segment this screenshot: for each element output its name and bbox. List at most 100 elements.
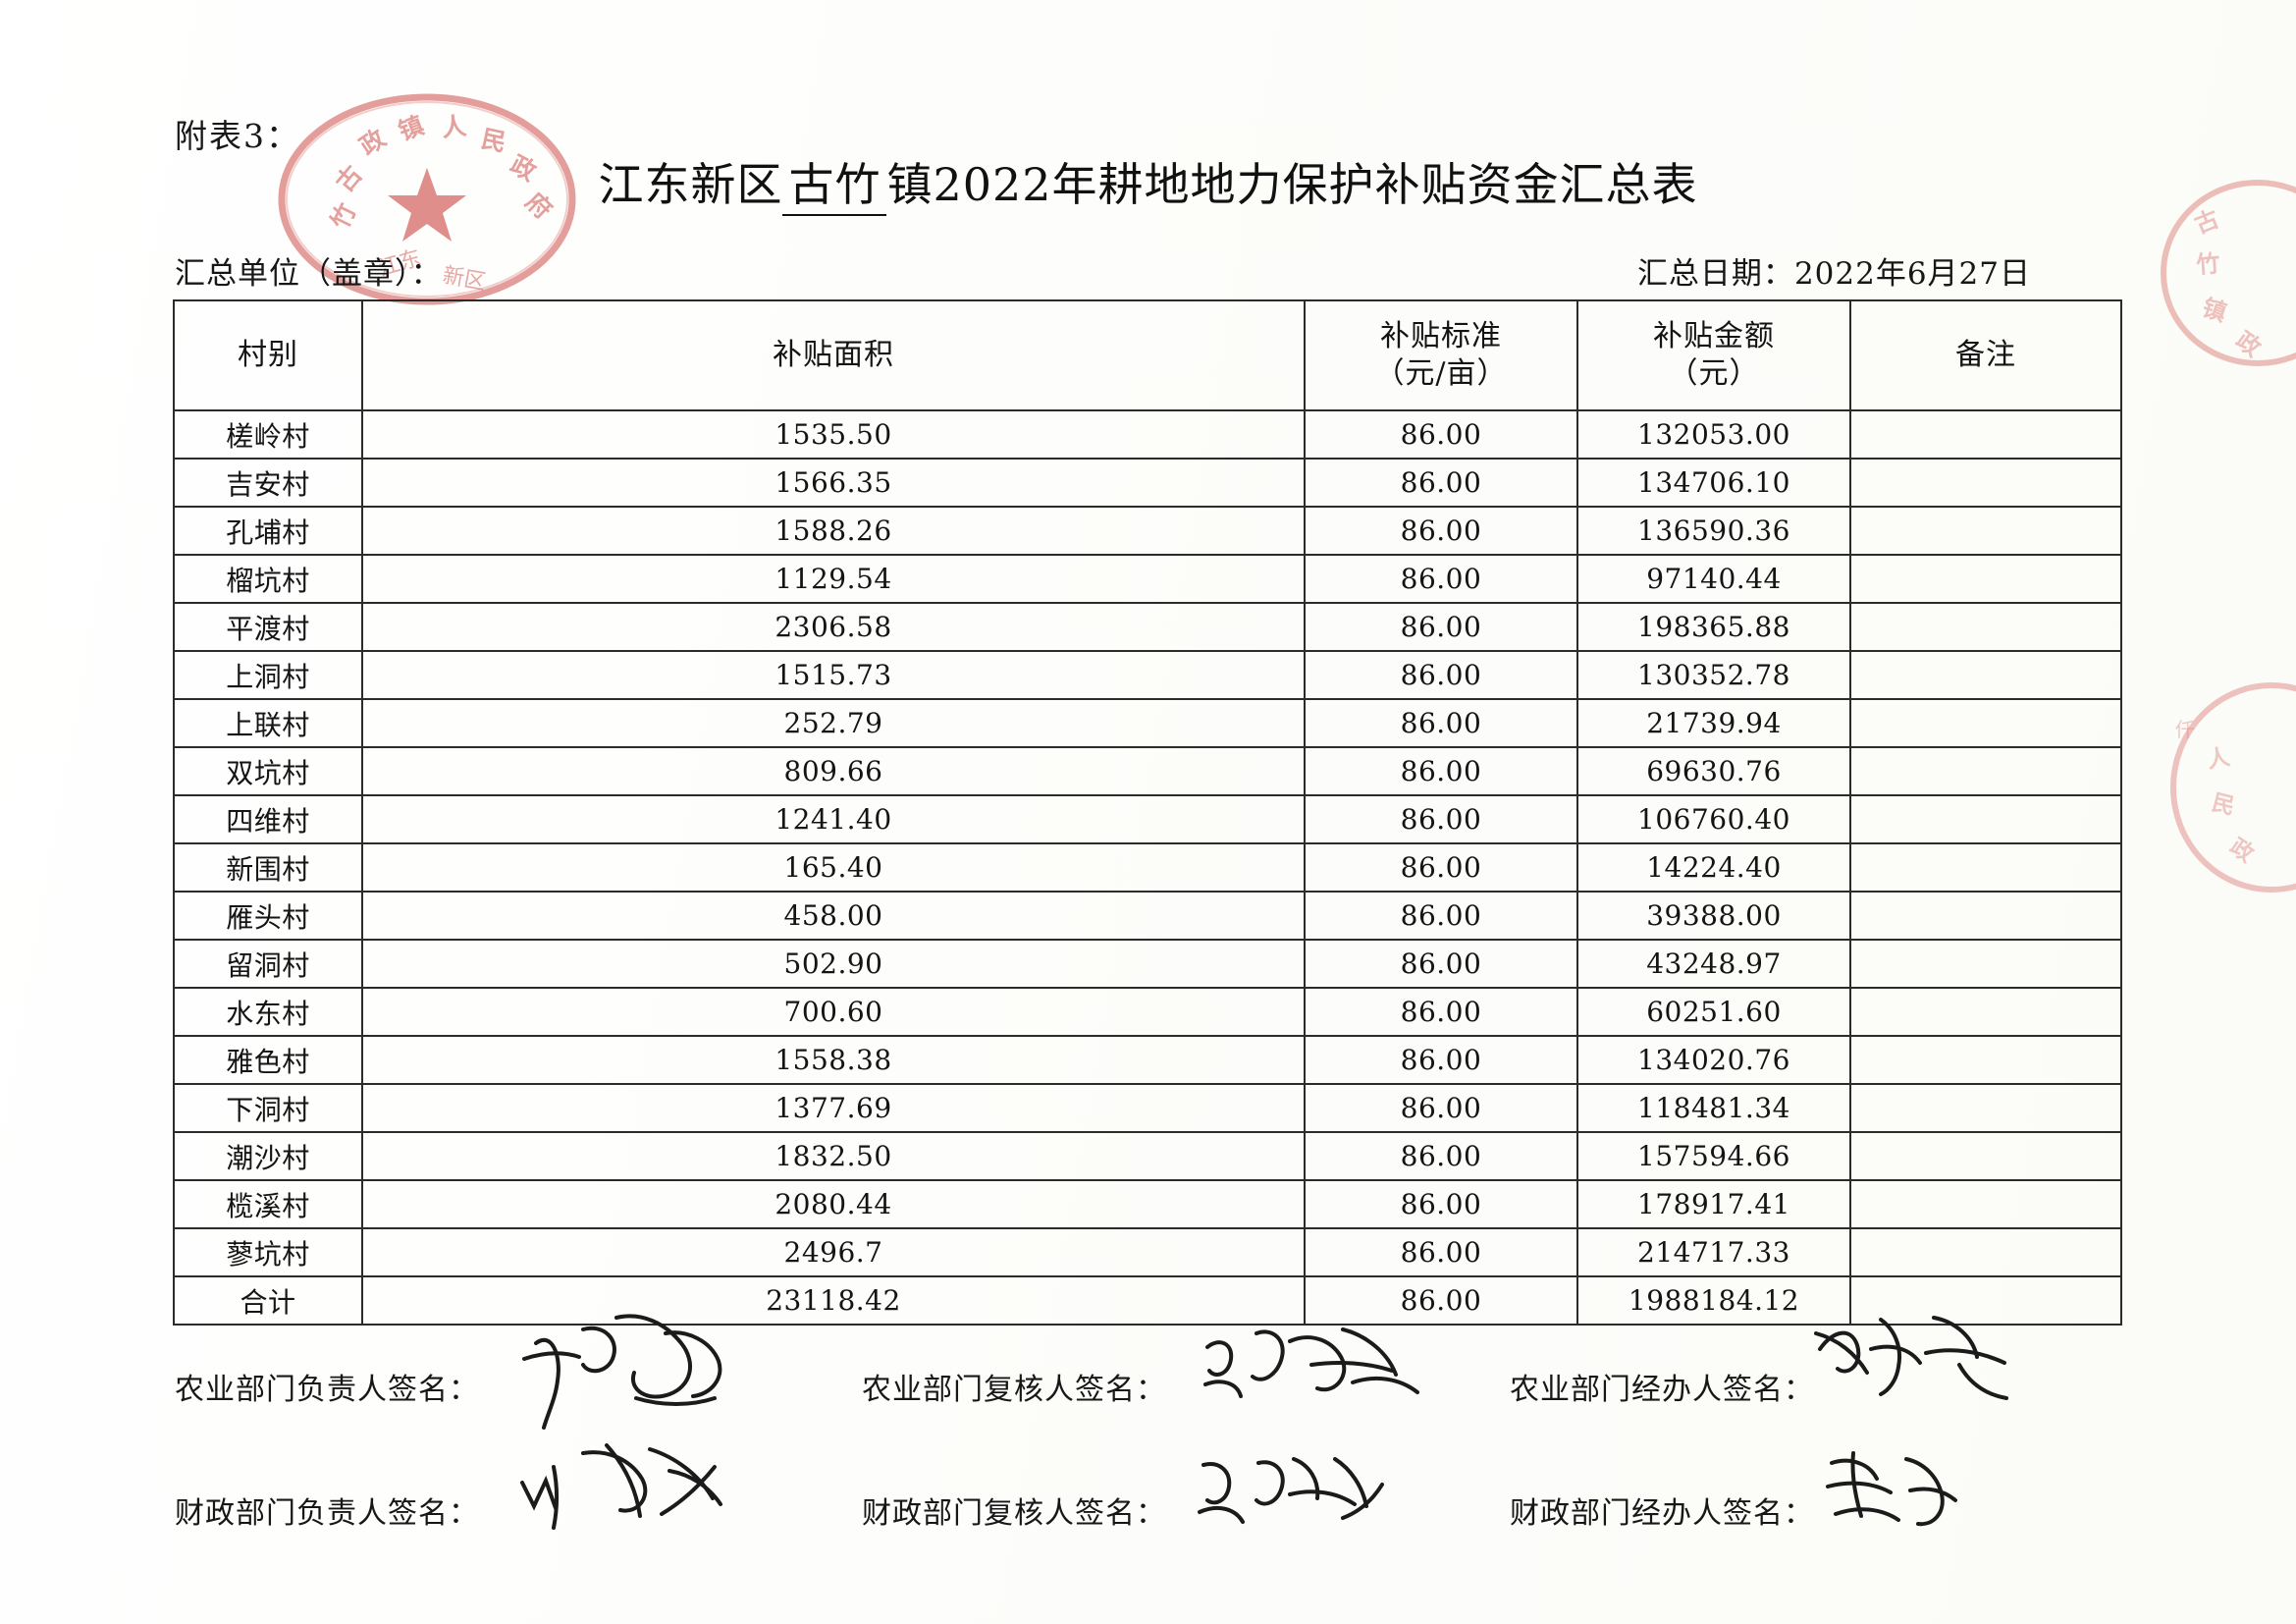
cell-note — [1849, 602, 2122, 652]
cell-standard: 86.00 — [1304, 554, 1578, 604]
table-row: 四维村 1241.40 86.00 106760.40 — [173, 794, 2122, 844]
cell-note — [1849, 458, 2122, 508]
edge-seal-stamp-bottom: 人 民 政 仟 — [2169, 677, 2296, 907]
table-body: 槎岭村 1535.50 86.00 132053.00 吉安村 1566.35 86.00 1… — [173, 409, 2122, 1326]
cell-standard: 86.00 — [1304, 939, 1578, 989]
title-suffix: 镇2022年耕地地力保护补贴资金汇总表 — [886, 158, 1698, 211]
table-row: 榄溪村 2080.44 86.00 178917.41 — [173, 1179, 2122, 1229]
finance-signature-row: 财政部门负责人签名： — [175, 1443, 2149, 1532]
svg-text:镇: 镇 — [2199, 293, 2230, 327]
agriculture-head-signature: 农业部门负责人签名： — [175, 1314, 862, 1430]
meta-row: 汇总单位（盖章）： 汇总日期：2022年6月27日 — [175, 248, 2129, 293]
table-row: 蓼坑村 2496.7 86.00 214717.33 — [173, 1227, 2122, 1277]
cell-area: 809.66 — [361, 746, 1306, 796]
cell-amount: 60251.60 — [1576, 987, 1851, 1037]
cell-area: 1241.40 — [361, 794, 1306, 844]
column-header-standard: 补贴标准 （元/亩） — [1304, 299, 1578, 411]
agriculture-officer-label: 农业部门经办人签名： — [1510, 1373, 1814, 1407]
table-row: 雅色村 1558.38 86.00 134020.76 — [173, 1035, 2122, 1085]
table-row: 双坑村 809.66 86.00 69630.76 — [173, 746, 2122, 796]
table-header-row: 村别 补贴面积 补贴标准 （元/亩） 补贴金额 （元） 备注 — [173, 299, 2122, 411]
table-row: 上洞村 1515.73 86.00 130352.78 — [173, 650, 2122, 700]
page-title: 江东新区 古竹 镇2022年耕地地力保护补贴资金汇总表 — [0, 149, 2296, 216]
svg-text:政: 政 — [2225, 834, 2260, 869]
cell-amount: 130352.78 — [1576, 650, 1851, 700]
cell-amount: 118481.34 — [1576, 1083, 1851, 1133]
handwritten-signature-finance-reviewer — [1192, 1439, 1388, 1538]
column-header-amount-line1: 补贴金额 — [1653, 318, 1775, 353]
column-header-amount: 补贴金额 （元） — [1576, 299, 1851, 411]
cell-standard: 86.00 — [1304, 1179, 1578, 1229]
cell-standard: 86.00 — [1304, 1275, 1578, 1326]
cell-standard: 86.00 — [1304, 602, 1578, 652]
cell-amount: 132053.00 — [1576, 409, 1851, 460]
summary-date-label: 汇总日期： — [1636, 256, 1794, 292]
cell-area: 2080.44 — [361, 1179, 1306, 1229]
cell-standard: 86.00 — [1304, 409, 1578, 460]
cell-note — [1849, 409, 2122, 460]
table-row: 平渡村 2306.58 86.00 198365.88 — [173, 602, 2122, 652]
cell-village: 蓼坑村 — [173, 1227, 363, 1277]
cell-amount: 214717.33 — [1576, 1227, 1851, 1277]
agriculture-head-label: 农业部门负责人签名： — [175, 1373, 479, 1407]
table-row: 雁头村 458.00 86.00 39388.00 — [173, 891, 2122, 941]
column-header-standard-line2: （元/亩） — [1374, 356, 1508, 391]
cell-amount: 157594.66 — [1576, 1131, 1851, 1181]
cell-amount: 134020.76 — [1576, 1035, 1851, 1085]
table-header: 村别 补贴面积 补贴标准 （元/亩） 补贴金额 （元） 备注 — [173, 299, 2122, 411]
cell-village: 双坑村 — [173, 746, 363, 796]
cell-area: 23118.42 — [361, 1275, 1306, 1326]
cell-standard: 86.00 — [1304, 1131, 1578, 1181]
cell-note — [1849, 1083, 2122, 1133]
cell-note — [1849, 506, 2122, 556]
column-header-village: 村别 — [173, 299, 363, 411]
cell-note — [1849, 1227, 2122, 1277]
cell-note — [1849, 1035, 2122, 1085]
cell-area: 700.60 — [361, 987, 1306, 1037]
table-row: 榴坑村 1129.54 86.00 97140.44 — [173, 554, 2122, 604]
agriculture-officer-signature: 农业部门经办人签名： — [1510, 1316, 2138, 1408]
cell-note — [1849, 650, 2122, 700]
cell-area: 1535.50 — [361, 409, 1306, 460]
cell-standard: 86.00 — [1304, 891, 1578, 941]
svg-text:民: 民 — [2210, 789, 2238, 821]
finance-head-signature: 财政部门负责人签名： — [175, 1443, 862, 1532]
handwritten-signature-finance-head — [512, 1432, 738, 1540]
cell-area: 1377.69 — [361, 1083, 1306, 1133]
cell-standard: 86.00 — [1304, 794, 1578, 844]
title-town-blank: 古竹 — [782, 149, 887, 216]
cell-amount: 178917.41 — [1576, 1179, 1851, 1229]
signature-block: 农业部门负责人签名： 农业部门复核人签名： — [175, 1314, 2149, 1612]
table-row: 上联村 252.79 86.00 21739.94 — [173, 698, 2122, 748]
cell-village: 平渡村 — [173, 602, 363, 652]
cell-note — [1849, 1179, 2122, 1229]
cell-standard: 86.00 — [1304, 987, 1578, 1037]
attachment-label: 附表3： — [175, 117, 300, 155]
agriculture-reviewer-label: 农业部门复核人签名： — [862, 1373, 1166, 1407]
cell-area: 165.40 — [361, 842, 1306, 893]
finance-reviewer-label: 财政部门复核人签名： — [862, 1496, 1166, 1531]
table-row: 水东村 700.60 86.00 60251.60 — [173, 987, 2122, 1037]
handwritten-signature-agriculture-reviewer — [1196, 1314, 1431, 1422]
agriculture-signature-row: 农业部门负责人签名： 农业部门复核人签名： — [175, 1314, 2149, 1430]
cell-standard: 86.00 — [1304, 746, 1578, 796]
table-row: 孔埔村 1588.26 86.00 136590.36 — [173, 506, 2122, 556]
cell-area: 1558.38 — [361, 1035, 1306, 1085]
cell-standard: 86.00 — [1304, 458, 1578, 508]
cell-standard: 86.00 — [1304, 698, 1578, 748]
cell-village: 榄溪村 — [173, 1179, 363, 1229]
finance-officer-label: 财政部门经办人签名： — [1510, 1496, 1814, 1531]
svg-text:政: 政 — [2230, 325, 2266, 362]
cell-note — [1849, 987, 2122, 1037]
cell-standard: 86.00 — [1304, 506, 1578, 556]
cell-amount: 39388.00 — [1576, 891, 1851, 941]
cell-village: 孔埔村 — [173, 506, 363, 556]
cell-note — [1849, 746, 2122, 796]
handwritten-signature-finance-officer — [1816, 1441, 1963, 1540]
cell-village: 槎岭村 — [173, 409, 363, 460]
cell-village: 雅色村 — [173, 1035, 363, 1085]
subsidy-summary-table: 村别 补贴面积 补贴标准 （元/亩） 补贴金额 （元） 备注 槎岭村 1535.5… — [173, 299, 2122, 1326]
svg-text:竹: 竹 — [2194, 248, 2220, 279]
cell-village: 合计 — [173, 1275, 363, 1326]
